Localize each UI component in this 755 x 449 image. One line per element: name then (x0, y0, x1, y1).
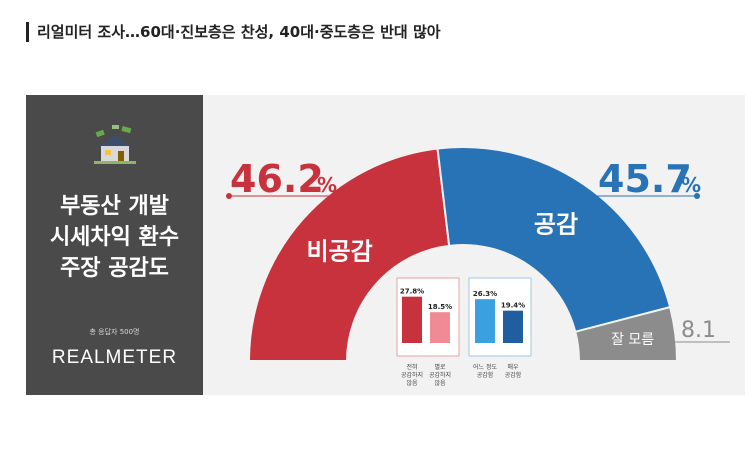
pie-slice (436, 146, 672, 334)
sub-bar (475, 299, 495, 343)
sub-bar-value: 27.8% (400, 288, 424, 296)
chart-panel: 비공감 공감 잘 모름 46.2% 45.7% 8.1 27.8% 전혀 공감하지 않음 18.5%… (203, 95, 745, 395)
sub-bar-value: 19.4% (501, 302, 525, 310)
sub-bar-label: 않음 (406, 379, 418, 387)
slice-value: 46.2 (230, 157, 324, 201)
slice-unit: % (317, 173, 337, 197)
slice-unit: % (681, 173, 701, 197)
sub-bar-label: 어느 정도 (473, 363, 497, 371)
panel-title-line: 부동산 개발 (60, 194, 169, 219)
headline: 리얼미터 조사…60대·진보층은 찬성, 40대·중도층은 반대 많아 (26, 22, 441, 42)
sub-bar (402, 296, 422, 343)
sample-note: 총 응답자 500명 (89, 328, 140, 336)
slice-label: 잘 모름 (611, 332, 654, 348)
title-panel: 부동산 개발 시세차익 환수 주장 공감도 총 응답자 500명 REALMET… (26, 95, 203, 395)
sub-bar-label: 공감함 (505, 371, 522, 379)
sub-bar (430, 312, 450, 343)
sub-bar-label: 전혀 (406, 363, 417, 371)
panel-title: 부동산 개발 시세차익 환수 주장 공감도 (26, 191, 203, 284)
panel-title-line: 주장 공감도 (60, 256, 169, 281)
sub-bar (503, 310, 523, 343)
slice-label: 비공감 (306, 237, 372, 265)
sub-bar-label: 별로 (434, 363, 446, 371)
sub-bar-label: 매우 (507, 363, 519, 371)
slice-value: 8.1 (681, 318, 716, 343)
slice-value: 45.7 (598, 157, 692, 201)
callout-dot (226, 193, 232, 199)
slice-label: 공감 (534, 211, 578, 239)
sub-bar-label: 않음 (434, 379, 446, 387)
sub-bar-label: 공감함 (477, 371, 494, 379)
realmeter-logo: REALMETER (51, 347, 178, 368)
pie-slice (247, 147, 451, 362)
house-money-icon (94, 125, 136, 164)
pie-slice (574, 305, 679, 362)
sub-bar-value: 26.3% (473, 290, 497, 298)
callout-dot (694, 193, 700, 199)
sub-bar-label: 공감하지 (401, 371, 423, 379)
sub-bar-label: 공감하지 (429, 371, 451, 379)
sub-bar-value: 18.5% (428, 303, 452, 311)
panel-title-line: 시세차익 환수 (49, 225, 180, 250)
